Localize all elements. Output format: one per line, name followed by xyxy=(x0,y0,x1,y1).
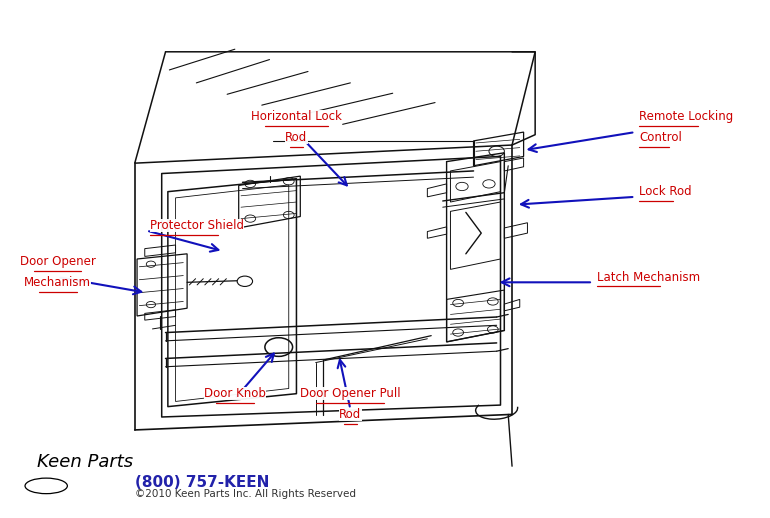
Text: Horizontal Lock: Horizontal Lock xyxy=(251,110,342,123)
Text: Door Opener: Door Opener xyxy=(20,255,95,268)
Text: Door Knob: Door Knob xyxy=(204,387,266,400)
Text: Mechanism: Mechanism xyxy=(24,276,92,289)
Text: ©2010 Keen Parts Inc. All Rights Reserved: ©2010 Keen Parts Inc. All Rights Reserve… xyxy=(135,488,356,499)
Text: Door Opener Pull: Door Opener Pull xyxy=(300,387,400,400)
Text: Keen Parts: Keen Parts xyxy=(37,453,133,471)
Text: Remote Locking: Remote Locking xyxy=(639,110,733,123)
Text: Latch Mechanism: Latch Mechanism xyxy=(597,270,700,284)
Text: Protector Shield: Protector Shield xyxy=(150,219,244,232)
Text: Control: Control xyxy=(639,131,682,144)
Text: Rod: Rod xyxy=(286,131,307,144)
Text: (800) 757-KEEN: (800) 757-KEEN xyxy=(135,476,270,490)
Text: Rod: Rod xyxy=(340,408,361,421)
Text: Lock Rod: Lock Rod xyxy=(639,185,691,198)
